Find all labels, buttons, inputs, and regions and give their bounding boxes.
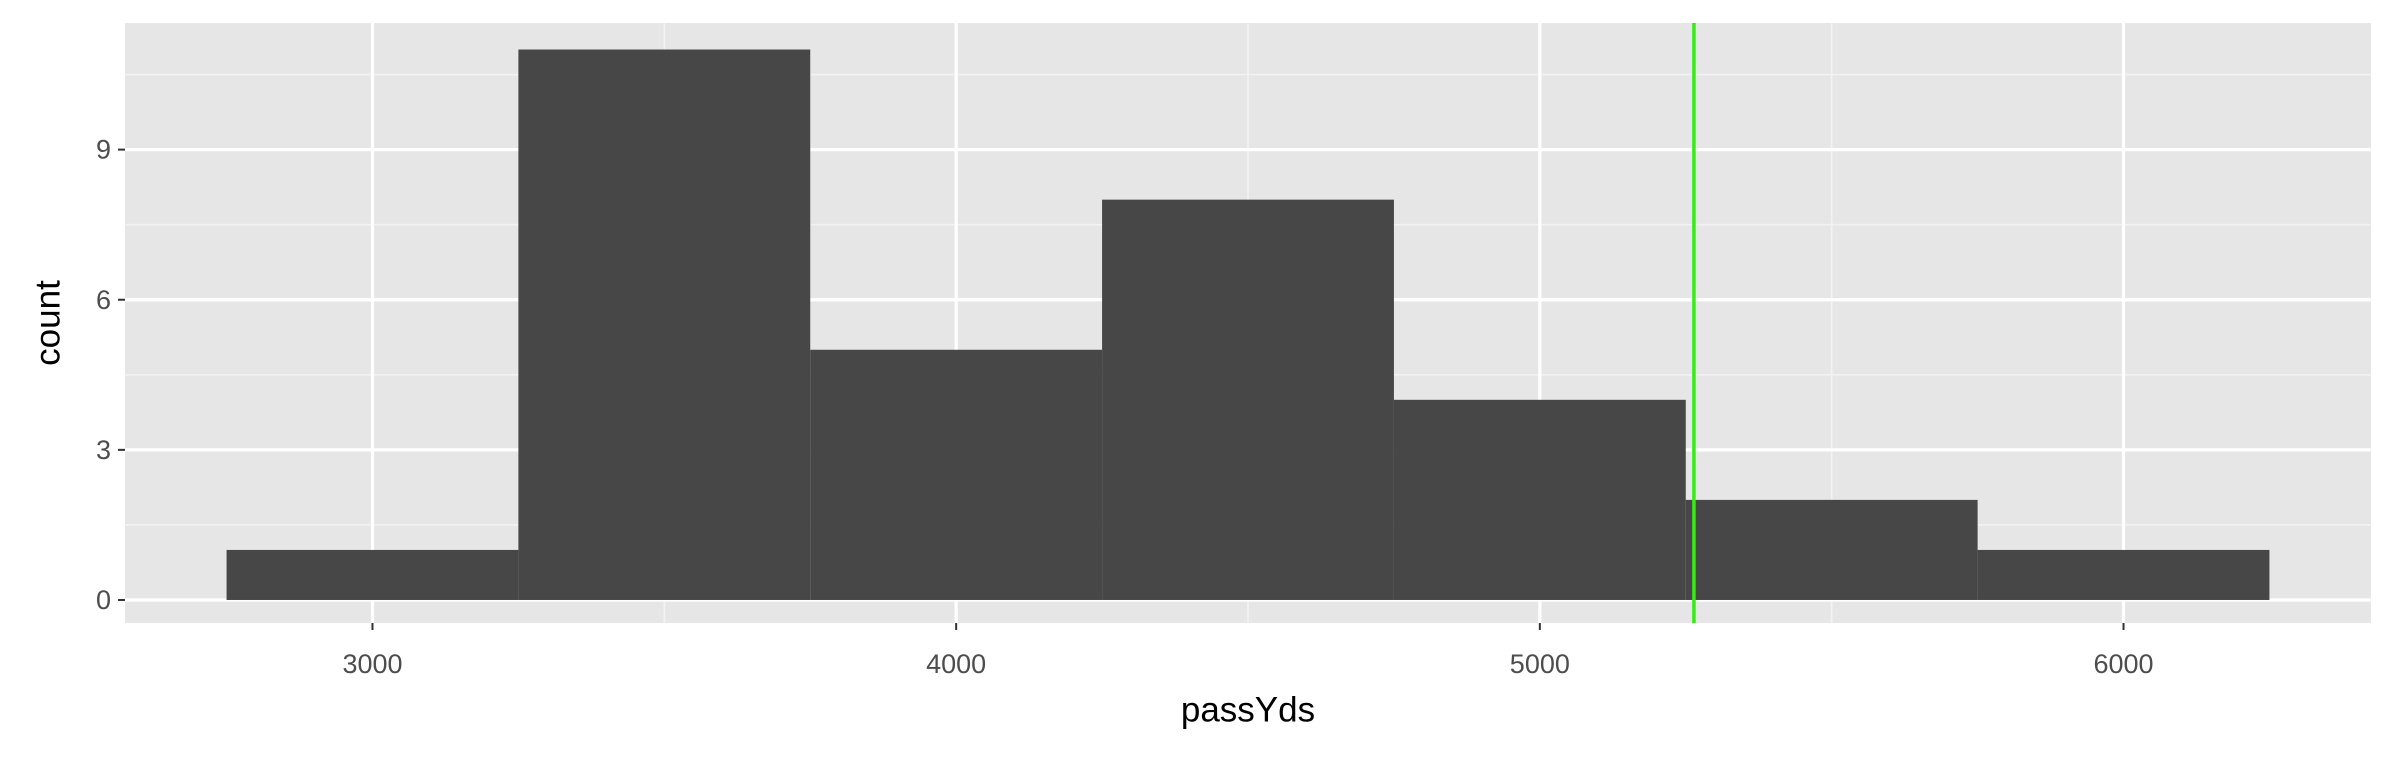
x-axis-title: passYds bbox=[1181, 690, 1315, 729]
bar bbox=[1685, 499, 1978, 600]
y-axis-title: count bbox=[28, 280, 67, 366]
x-tick-label: 5000 bbox=[1510, 649, 1570, 679]
bar bbox=[1977, 549, 2270, 600]
bar bbox=[810, 349, 1103, 600]
x-tick-label: 6000 bbox=[2093, 649, 2153, 679]
bar bbox=[1102, 199, 1394, 600]
y-tick-label: 9 bbox=[96, 135, 111, 165]
x-tick-label: 3000 bbox=[342, 649, 402, 679]
y-tick-label: 6 bbox=[96, 285, 111, 315]
bar bbox=[518, 49, 811, 600]
bar bbox=[226, 549, 519, 600]
x-tick-label: 4000 bbox=[926, 649, 986, 679]
bar bbox=[1393, 399, 1686, 600]
axes: 3000 4000 5000 6000 0 3 6 9 bbox=[96, 135, 2154, 679]
marks bbox=[226, 23, 2270, 623]
y-tick-label: 3 bbox=[96, 435, 111, 465]
y-tick-label: 0 bbox=[96, 585, 111, 615]
